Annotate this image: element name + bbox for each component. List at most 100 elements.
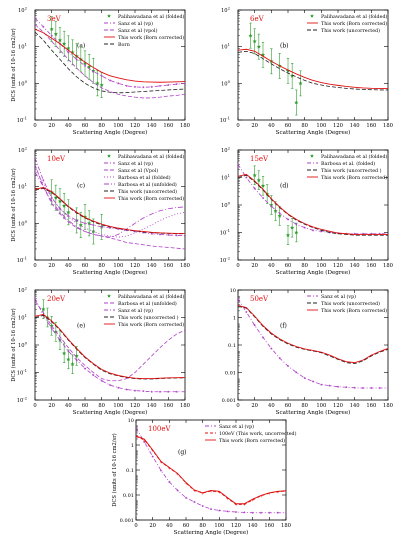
x-tick-label: 20 — [251, 263, 258, 269]
series-line — [136, 435, 286, 505]
y-tick-label: 10 — [230, 288, 236, 294]
energy-label: 50eV — [250, 295, 269, 303]
data-point — [41, 307, 46, 311]
legend-marker — [310, 14, 314, 18]
data-point — [82, 61, 88, 66]
data-marker — [175, 233, 178, 237]
x-tick-label: 120 — [130, 263, 140, 269]
y-tick-label: 10-2 — [17, 396, 28, 405]
series-5 — [35, 313, 185, 380]
data-marker — [361, 386, 365, 390]
x-tick-label: 120 — [333, 403, 343, 409]
data-marker — [100, 74, 103, 77]
data-marker — [311, 228, 315, 232]
x-tick-label: 40 — [65, 403, 72, 409]
x-tick-label: 80 — [98, 403, 105, 409]
data-marker — [125, 84, 128, 88]
x-tick-label: 140 — [350, 403, 360, 409]
y-tick-label: 0.01 — [123, 493, 134, 499]
y-tick-label: 102 — [18, 286, 28, 295]
data-marker — [175, 82, 178, 86]
data-marker — [50, 327, 53, 330]
x-tick-label: 80 — [301, 263, 308, 269]
data-marker — [150, 390, 153, 393]
data-marker — [218, 509, 221, 512]
series-1 — [248, 22, 303, 116]
data-marker — [75, 219, 78, 222]
data-marker — [158, 84, 162, 88]
x-tick-label: 40 — [65, 263, 72, 269]
data-point — [256, 177, 261, 182]
x-tick-label: 60 — [82, 263, 89, 269]
x-tick-label: 100 — [113, 403, 123, 409]
data-point — [290, 73, 295, 78]
panel-4: 0 20 40 60 80 100 120 140 160 180 10-2 10-1 100 101 10… — [220, 146, 393, 277]
legend: Sanz et al (vp)100eV (This work, uncorre… — [205, 423, 297, 444]
data-point — [62, 203, 67, 208]
series-line — [238, 304, 388, 364]
energy-label: 100eV — [148, 425, 172, 433]
y-tick-label: 100 — [221, 79, 231, 88]
series-3 — [238, 304, 388, 364]
data-marker — [226, 509, 229, 513]
data-marker — [136, 426, 138, 430]
y-tick-label: 101 — [18, 182, 27, 191]
data-marker — [35, 16, 37, 20]
x-tick-label: 180 — [383, 123, 393, 129]
x-tick-label: 0 — [134, 523, 137, 529]
x-tick-label: 60 — [285, 263, 292, 269]
data-marker: + — [201, 491, 204, 496]
panel-label: (d) — [280, 182, 289, 189]
y-tick-label: 0.001 — [120, 518, 134, 524]
data-point — [53, 31, 58, 36]
y-tick-label: 102 — [221, 146, 231, 155]
data-marker — [42, 178, 45, 182]
data-marker — [253, 187, 256, 190]
data-marker — [278, 356, 281, 360]
x-tick-label: 0 — [33, 263, 36, 269]
data-marker — [276, 511, 279, 514]
y-tick-label: 102 — [221, 6, 231, 15]
data-marker — [303, 376, 306, 380]
data-marker — [92, 223, 95, 227]
legend-label: Sanz et al (vp) — [118, 307, 153, 314]
x-tick-label: 20 — [251, 123, 258, 129]
data-marker — [336, 385, 340, 388]
series-line — [35, 171, 185, 238]
x-tick-label: 80 — [301, 403, 308, 409]
data-marker — [253, 323, 256, 327]
x-tick-label: 40 — [166, 523, 173, 529]
data-marker — [184, 496, 188, 499]
data-marker: + — [193, 488, 196, 493]
legend-marker — [310, 154, 314, 158]
x-tick-label: 120 — [130, 403, 140, 409]
series-2 — [238, 48, 388, 90]
energy-label: 3eV — [47, 15, 62, 23]
data-marker — [370, 386, 373, 390]
series-4 — [35, 28, 185, 83]
data-marker — [295, 370, 298, 374]
x-tick-label: 0 — [33, 403, 36, 409]
x-tick-label: 40 — [65, 123, 72, 129]
data-marker — [142, 389, 145, 393]
y-axis-label: DCS (units of 10-16 cm2/sr) — [10, 28, 17, 101]
data-point — [252, 39, 257, 44]
panel-3: 0 20 40 60 80 100 120 140 160 180 10-1 100 101 102 Sca… — [10, 146, 190, 277]
series-3 — [136, 435, 286, 505]
data-point — [290, 225, 295, 230]
data-point — [294, 230, 299, 235]
x-tick-label: 180 — [180, 263, 190, 269]
x-tick-label: 40 — [268, 263, 275, 269]
panel-label: (f) — [280, 322, 287, 329]
data-marker: + — [218, 490, 221, 495]
x-tick-label: 180 — [180, 403, 190, 409]
panel-6: 0 20 40 60 80 100 120 140 160 180 0.001 0.01 0.1 1 10 S… — [222, 288, 393, 416]
data-marker — [259, 511, 263, 514]
data-marker — [75, 358, 78, 362]
x-tick-label: 120 — [231, 523, 241, 529]
data-marker — [328, 384, 331, 387]
data-point — [269, 202, 274, 207]
data-marker: + — [226, 496, 229, 501]
panel-2: 0 20 40 60 80 100 120 140 160 180 10-1 100 101 102 Sca… — [220, 6, 393, 137]
legend-label: Sanz et al (vp) — [321, 293, 356, 300]
